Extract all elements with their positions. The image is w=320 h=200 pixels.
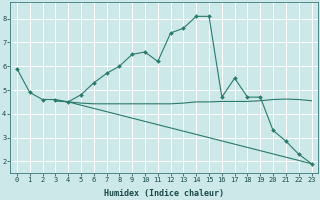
X-axis label: Humidex (Indice chaleur): Humidex (Indice chaleur)	[104, 189, 224, 198]
